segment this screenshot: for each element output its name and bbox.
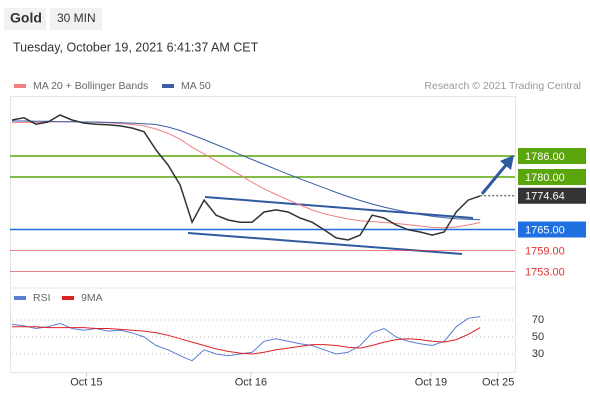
level-label: 1753.00 (525, 266, 565, 278)
trend-arrow-head (500, 155, 514, 170)
timeframe-box (50, 8, 102, 30)
x-tick-label: Oct 16 (235, 377, 267, 389)
series-line (12, 326, 481, 355)
level-label-box (518, 187, 586, 204)
legend-label: MA 20 + Bollinger Bands (33, 80, 148, 92)
x-tick-label: Oct 15 (70, 377, 102, 389)
level-label-box (518, 148, 586, 164)
legend-swatch (14, 84, 26, 88)
datetime: Tuesday, October 19, 2021 6:41:37 AM CET (13, 40, 259, 54)
price-line (11, 114, 481, 241)
y-tick-label: 50 (532, 331, 544, 343)
level-label: 1774.64 (525, 191, 565, 203)
legend-swatch (162, 84, 174, 88)
symbol-box (4, 8, 46, 30)
channel-line (204, 196, 474, 219)
legend-label: 9MA (81, 292, 103, 304)
legend-label: RSI (33, 292, 51, 304)
y-tick-label: 70 (532, 314, 544, 326)
symbol: Gold (10, 10, 42, 26)
credit: Research © 2021 Trading Central (424, 80, 581, 92)
x-tick-label: Oct 25 (482, 377, 514, 389)
level-label-box (518, 169, 586, 185)
level-label: 1780.00 (525, 172, 565, 184)
y-tick-label: 30 (532, 348, 544, 360)
level-label: 1765.00 (525, 224, 565, 236)
legend-swatch (14, 296, 26, 300)
level-label-box (518, 221, 586, 238)
legend-label: MA 50 (181, 80, 211, 92)
level-label: 1786.00 (525, 151, 565, 163)
series-line (12, 120, 481, 221)
x-tick-label: Oct 19 (415, 377, 447, 389)
chart-frame (10, 96, 516, 373)
legend-swatch (62, 296, 74, 300)
level-label: 1759.00 (525, 245, 565, 257)
timeframe: 30 MIN (57, 11, 96, 25)
trend-arrow (480, 164, 508, 195)
